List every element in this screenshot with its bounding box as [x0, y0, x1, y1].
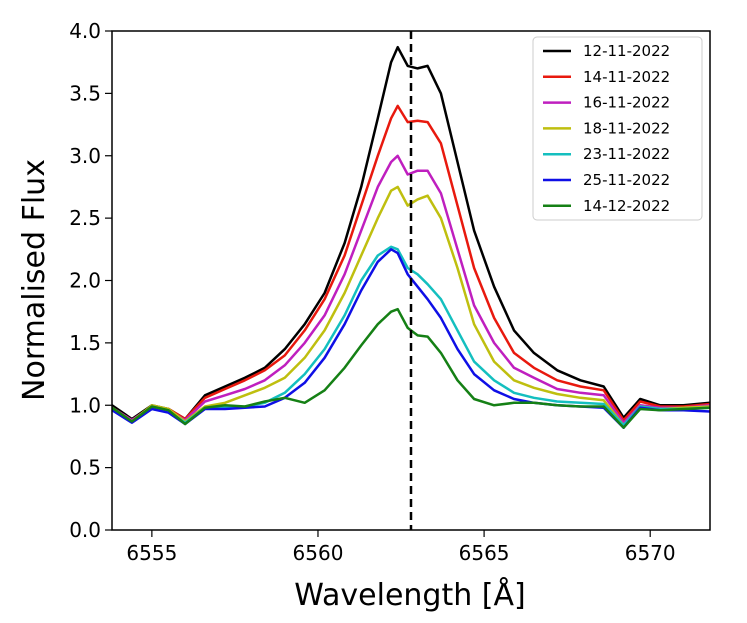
y-tick-label: 3.0	[69, 144, 101, 168]
y-tick-label: 4.0	[69, 19, 101, 43]
legend-label: 25-11-2022	[583, 171, 670, 189]
series-line-14-11-2022	[112, 104, 710, 422]
legend-label: 14-11-2022	[583, 68, 670, 86]
x-tick-label: 6560	[293, 541, 344, 565]
x-tick-label: 6565	[459, 541, 510, 565]
legend: 12-11-2022 14-11-2022 16-11-2022 18-11-2022…	[532, 36, 703, 221]
y-axis-label: Normalised Flux	[17, 159, 52, 401]
y-tick-label: 0.0	[69, 518, 101, 542]
axes: 0.0 0.5 1.0 1.5 2.0 2.5 3.0 3.5 4.0 6555 6560 6565 6…	[69, 19, 711, 565]
series-line-18-11-2022	[112, 185, 710, 427]
x-tick-label: 6555	[126, 541, 177, 565]
legend-label: 23-11-2022	[583, 145, 670, 163]
legend-label: 18-11-2022	[583, 119, 670, 137]
series-line-12-11-2022	[112, 45, 710, 421]
y-tick-label: 1.0	[69, 393, 101, 417]
legend-box	[532, 36, 703, 221]
x-tick-label: 6570	[625, 541, 676, 565]
y-tick-label: 3.5	[69, 81, 101, 105]
plot-area	[112, 31, 710, 530]
x-axis-label: Wavelength [Å]	[294, 577, 525, 613]
legend-label: 14-12-2022	[583, 197, 670, 215]
y-tick-label: 2.5	[69, 206, 101, 230]
series-line-16-11-2022	[112, 154, 710, 424]
legend-label: 12-11-2022	[583, 42, 670, 60]
y-tick-label: 1.5	[69, 331, 101, 355]
y-tick-label: 2.0	[69, 269, 101, 293]
legend-label: 16-11-2022	[583, 94, 670, 112]
series-line-14-12-2022	[112, 307, 710, 429]
y-tick-label: 0.5	[69, 456, 101, 480]
